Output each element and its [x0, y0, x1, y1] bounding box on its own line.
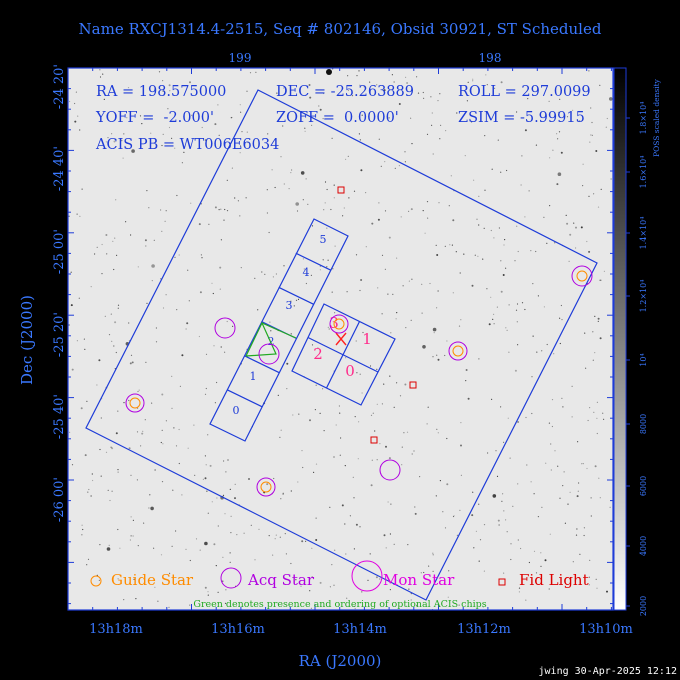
guide-star-1	[125, 393, 145, 413]
fid-lights	[337, 186, 417, 444]
x-tick-1: 13h16m	[211, 622, 265, 637]
y-tick-1: -24 40'	[52, 146, 67, 191]
colorbar-label: POSS scaled density	[652, 78, 661, 157]
colorbar-tick-5: 1.2×10⁴	[639, 280, 648, 313]
legend-mon-icon	[351, 560, 383, 592]
optional-chip-arrow	[245, 321, 277, 357]
info-block: RA = 198.575000 DEC = -25.263889 ROLL = …	[95, 84, 591, 153]
fid-light-1	[337, 186, 345, 194]
chip-s5-label: 5	[320, 233, 327, 246]
colorbar	[613, 67, 627, 611]
guide-stars	[125, 265, 593, 497]
plot-frame	[67, 67, 614, 611]
y-tick-0: -24 20'	[52, 64, 67, 109]
info-roll: ROLL = 297.0099	[458, 84, 591, 100]
acis-s-divider-5	[295, 252, 332, 271]
acq-star-2	[258, 343, 280, 365]
info-ra: RA = 198.575000	[96, 84, 226, 100]
chip-i1-label: 1	[362, 330, 372, 348]
guide-star-3	[448, 341, 468, 361]
info-acis: ACIS PB = WT006E6034	[95, 137, 279, 153]
fid-light-2	[409, 381, 417, 389]
legend-acq-icon	[220, 567, 242, 589]
y-axis-label: Dec (J2000)	[18, 295, 36, 385]
colorbar-tick-8: 1.8×10⁴	[639, 102, 648, 135]
acis-i-array	[291, 303, 396, 406]
colorbar-tick-3: 8000	[639, 414, 648, 434]
plot-title: Name RXCJ1314.4-2515, Seq # 802146, Obsi…	[79, 20, 602, 38]
colorbar-ticks: 2000 4000 6000 8000 10⁴ 1.2×10⁴ 1.4×10⁴ 1.6×10⁴…	[626, 102, 648, 616]
colorbar-tick-0: 2000	[639, 596, 648, 616]
legend-mon-label: Mon Star	[383, 571, 455, 589]
chip-s0-label: 0	[233, 404, 240, 417]
colorbar-tick-4: 10⁴	[639, 353, 648, 366]
frame-ticks	[67, 67, 613, 610]
x-tick-4: 13h10m	[579, 622, 633, 637]
optional-chip-markers	[245, 321, 297, 357]
acis-s-divider-1	[226, 389, 263, 408]
top-tick-198: 198	[479, 51, 502, 65]
footer-stamp: jwing 30-Apr-2025 12:12	[539, 666, 677, 677]
y-tick-3: -25 20'	[52, 312, 67, 357]
acq-star-1	[214, 317, 236, 339]
y-tick-2: -25 00'	[52, 229, 67, 274]
x-axis-label: RA (J2000)	[299, 652, 382, 670]
top-tick-199: 199	[229, 51, 252, 65]
green-chip-note: Green denotes presence and ordering of o…	[193, 599, 486, 610]
acis-s-divider-2	[244, 355, 280, 374]
legend-fid-icon	[498, 578, 506, 586]
acq-stars	[214, 317, 401, 481]
chip-s1-label: 1	[250, 370, 257, 383]
background-stars	[68, 68, 613, 610]
acq-star-3	[379, 459, 401, 481]
chip-s3-label: 3	[286, 299, 293, 312]
colorbar-tick-6: 1.4×10⁴	[639, 217, 648, 250]
legend-guide-icon	[90, 575, 102, 587]
acis-s-divider-4	[278, 286, 314, 305]
x-tick-3: 13h12m	[457, 622, 511, 637]
fid-light-3	[370, 436, 378, 444]
aimpoint-marker	[335, 332, 347, 346]
guide-star-4	[571, 265, 593, 287]
y-tick-labels: -24 20' -24 40' -25 00' -25 20' -25 40' …	[52, 64, 67, 522]
info-zoff: ZOFF = 0.0000'	[276, 110, 399, 126]
acis-i-outline	[291, 303, 396, 406]
colorbar-tick-2: 6000	[639, 476, 648, 496]
x-tick-2: 13h14m	[333, 622, 387, 637]
colorbar-tick-1: 4000	[639, 536, 648, 556]
y-tick-5: -26 00'	[52, 477, 67, 522]
chip-i2-label: 2	[313, 345, 323, 363]
legend: Guide Star Acq Star Mon Star Fid Light	[90, 560, 589, 592]
guide-star-2	[256, 477, 276, 497]
chip-i0-label: 0	[345, 362, 355, 380]
legend-guide-label: Guide Star	[111, 571, 194, 589]
info-zsim: ZSIM = -5.99915	[458, 110, 585, 126]
acis-i-divider-b	[307, 336, 379, 373]
optional-chip-line	[261, 322, 297, 339]
x-tick-labels: 13h18m 13h16m 13h14m 13h12m 13h10m	[89, 622, 633, 637]
guide-star-5	[329, 314, 349, 334]
y-tick-4: -25 40'	[52, 394, 67, 439]
colorbar-tick-7: 1.6×10⁴	[639, 156, 648, 189]
fov-square	[85, 89, 598, 601]
legend-fid-label: Fid Light	[519, 571, 589, 589]
info-yoff: YOFF = -2.000'	[95, 110, 214, 126]
x-tick-0: 13h18m	[89, 622, 143, 637]
info-dec: DEC = -25.263889	[276, 84, 414, 100]
legend-acq-label: Acq Star	[247, 571, 315, 589]
chip-s4-label: 4	[303, 266, 310, 279]
